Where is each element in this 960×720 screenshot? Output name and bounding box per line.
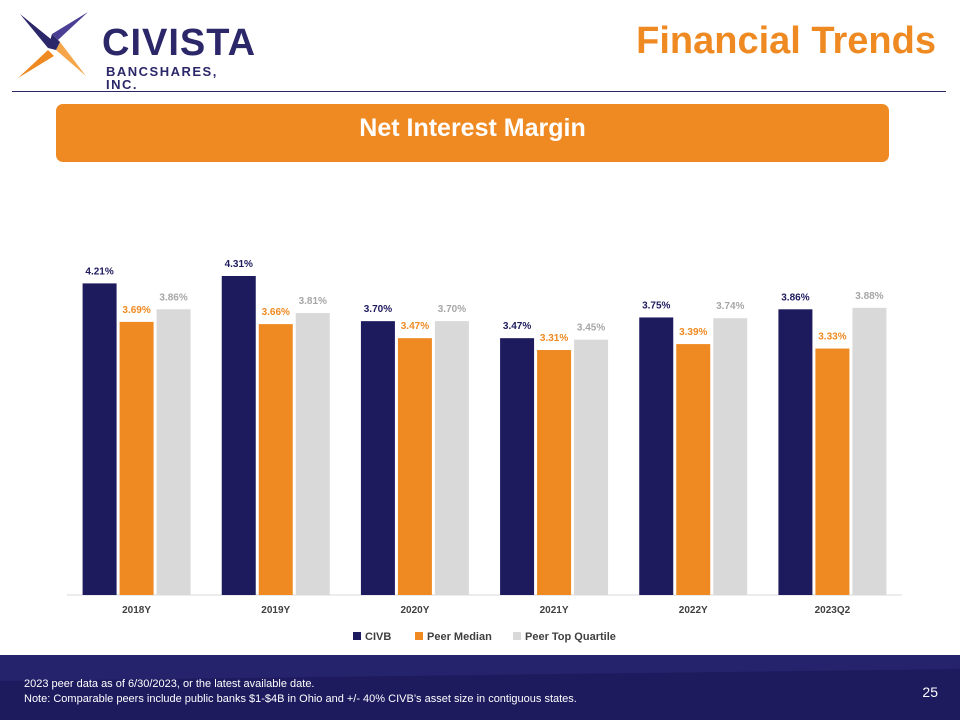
brand-subtitle: BANCSHARES, INC. xyxy=(106,64,218,92)
data-label: 3.31% xyxy=(540,333,568,344)
bar-peer-top-quartile-2022y xyxy=(713,318,748,595)
section-banner: Net Interest Margin xyxy=(56,104,889,162)
header-divider xyxy=(12,91,946,92)
data-label: 3.47% xyxy=(401,321,429,332)
x-tick-label: 2020Y xyxy=(400,605,429,616)
net-interest-margin-chart: 4.21% 3.69% 3.86% 2018Y 4.31% 3.66% 3.81% 2019Y… xyxy=(67,259,902,643)
footer: 2023 peer data as of 6/30/2023, or the l… xyxy=(0,655,960,720)
data-label: 3.39% xyxy=(679,327,707,338)
data-label: 3.74% xyxy=(716,301,744,312)
data-label: 3.47% xyxy=(503,321,531,332)
footer-note-date: 2023 peer data as of 6/30/2023, or the l… xyxy=(24,678,315,690)
banner-title: Net Interest Margin xyxy=(359,114,586,142)
bar-peer-median-2018y xyxy=(119,321,154,595)
bar-peer-top-quartile-2023q2 xyxy=(852,307,887,595)
bar-peer-median-2021y xyxy=(537,350,572,595)
legend-label: Peer Top Quartile xyxy=(525,631,616,643)
data-label: 3.81% xyxy=(299,296,327,307)
page-title: Financial Trends xyxy=(636,20,936,62)
data-label: 3.33% xyxy=(818,332,846,343)
bar-peer-top-quartile-2020y xyxy=(434,321,469,595)
x-tick-label: 2021Y xyxy=(540,605,569,616)
bar-civb-2020y xyxy=(360,321,395,595)
data-label: 3.66% xyxy=(262,307,290,318)
x-tick-label: 2022Y xyxy=(679,605,708,616)
civista-star-icon xyxy=(18,12,88,78)
data-label: 3.86% xyxy=(781,292,809,303)
x-tick-label: 2023Q2 xyxy=(815,605,851,616)
data-label: 4.31% xyxy=(225,259,253,270)
bar-peer-median-2023q2 xyxy=(815,348,850,595)
legend-swatch xyxy=(415,632,423,640)
brand-name: CIVISTA xyxy=(102,22,257,64)
legend-swatch xyxy=(513,632,521,640)
bar-peer-top-quartile-2021y xyxy=(574,339,609,595)
bar-peer-top-quartile-2019y xyxy=(295,313,330,595)
bar-peer-median-2020y xyxy=(397,338,432,595)
civista-logo: CIVISTA BANCSHARES, INC. xyxy=(14,10,257,91)
bar-civb-2019y xyxy=(221,276,256,595)
legend-label: Peer Median xyxy=(427,631,492,643)
bar-peer-median-2022y xyxy=(676,344,711,595)
page-number: 25 xyxy=(922,684,938,700)
data-label: 4.21% xyxy=(85,266,113,277)
data-label: 3.86% xyxy=(159,292,187,303)
x-tick-label: 2018Y xyxy=(122,605,151,616)
bar-civb-2022y xyxy=(639,317,674,595)
legend-label: CIVB xyxy=(365,631,391,643)
bar-civb-2021y xyxy=(500,338,535,595)
footer-band xyxy=(0,655,960,720)
bar-peer-median-2019y xyxy=(258,324,293,595)
data-label: 3.88% xyxy=(855,291,883,302)
data-label: 3.70% xyxy=(364,304,392,315)
data-label: 3.70% xyxy=(438,304,466,315)
data-label: 3.69% xyxy=(122,305,150,316)
bar-civb-2018y xyxy=(82,283,117,595)
bar-civb-2023q2 xyxy=(778,309,813,595)
bar-peer-top-quartile-2018y xyxy=(156,309,191,595)
legend-swatch xyxy=(353,632,361,640)
x-tick-label: 2019Y xyxy=(261,605,290,616)
data-label: 3.75% xyxy=(642,300,670,311)
footer-note-peers: Note: Comparable peers include public ba… xyxy=(24,693,577,705)
data-label: 3.45% xyxy=(577,323,605,334)
